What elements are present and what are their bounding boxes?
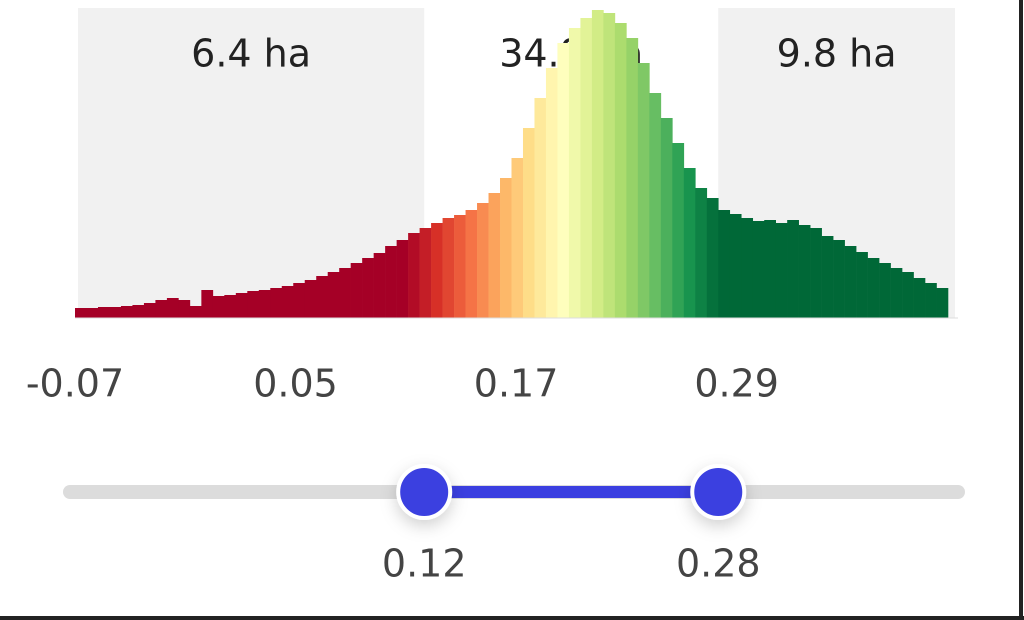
histogram-bar — [339, 268, 351, 318]
histogram-bar — [879, 263, 891, 318]
slider-handle[interactable] — [690, 464, 747, 520]
histogram-bar — [833, 240, 845, 318]
histogram-bar — [545, 68, 558, 318]
histogram-bar — [442, 218, 455, 318]
x-tick-label: -0.07 — [26, 362, 124, 406]
histogram-bar — [936, 288, 949, 318]
histogram-bar — [431, 223, 443, 318]
histogram-bar — [534, 98, 547, 318]
histogram-bar — [143, 303, 156, 318]
histogram-bar — [304, 280, 317, 318]
histogram-bar — [316, 276, 329, 318]
histogram-bar — [925, 283, 937, 318]
histogram-bar — [511, 158, 524, 318]
histogram-bar — [477, 203, 489, 318]
histogram-bar — [626, 38, 639, 318]
histogram-bar — [614, 23, 627, 318]
histogram-bar — [637, 63, 650, 318]
histogram-bar — [178, 300, 191, 318]
histogram-bar — [189, 306, 202, 318]
histogram-bar — [787, 220, 799, 318]
histogram-bar — [454, 215, 466, 318]
histogram-bar — [913, 278, 926, 318]
histogram-bar — [741, 218, 754, 318]
histogram-bar — [603, 13, 616, 318]
histogram-bar — [718, 210, 731, 318]
histogram-bar — [235, 293, 248, 318]
slider-handle[interactable] — [396, 464, 453, 520]
histogram-bar — [247, 291, 260, 318]
histogram-bar — [706, 198, 719, 318]
histogram-bar — [293, 283, 306, 318]
histogram-bar — [120, 306, 133, 318]
histogram-bar — [764, 220, 776, 318]
histogram-bar — [465, 210, 478, 318]
histogram-bar — [281, 286, 294, 318]
histogram-bar — [729, 214, 742, 318]
histogram-bar — [557, 43, 570, 318]
histogram-bar — [867, 258, 880, 318]
histogram-bar — [752, 221, 765, 318]
histogram-bar — [856, 252, 868, 318]
histogram-bar — [522, 128, 535, 318]
histogram-bar — [166, 298, 179, 318]
histogram-bar — [649, 93, 662, 318]
histogram-bar — [75, 308, 87, 318]
x-tick-label: 0.17 — [474, 362, 559, 406]
histogram-bar — [591, 10, 604, 318]
histogram-bar — [568, 28, 581, 318]
histogram-bar — [821, 236, 834, 318]
histogram-bar — [270, 288, 283, 318]
histogram-bar — [810, 228, 822, 318]
histogram-bar — [660, 118, 673, 318]
x-tick-label: 0.05 — [253, 362, 338, 406]
histogram-bar — [350, 263, 363, 318]
histogram-bar — [86, 308, 99, 318]
histogram-bar — [132, 305, 145, 318]
histogram-bar — [327, 272, 340, 318]
histogram-bar — [488, 193, 501, 318]
histogram-bar — [500, 178, 512, 318]
histogram-bar — [844, 246, 857, 318]
histogram-bar — [408, 233, 420, 318]
histogram-bar — [385, 246, 397, 318]
histogram-bar — [890, 268, 903, 318]
region-area-label: 9.8 ha — [777, 32, 897, 76]
histogram-bar — [396, 240, 409, 318]
histogram-bar — [212, 296, 225, 318]
histogram-bar — [109, 307, 122, 318]
histogram-bar — [97, 307, 110, 318]
histogram-bar — [224, 295, 237, 318]
histogram-bar — [775, 223, 788, 318]
histogram-bar — [258, 290, 271, 318]
histogram-bar — [373, 253, 386, 318]
x-tick-label: 0.29 — [694, 362, 779, 406]
histogram-bar — [155, 300, 168, 318]
histogram-bar — [683, 168, 696, 318]
histogram-bar — [798, 225, 811, 318]
histogram-bar — [201, 290, 214, 318]
histogram-bar — [419, 228, 432, 318]
histogram-bar — [902, 272, 914, 318]
histogram-bar — [580, 18, 593, 318]
region-area-label: 6.4 ha — [191, 32, 311, 76]
slider-value-label: 0.28 — [676, 542, 761, 586]
histogram-bar — [362, 258, 374, 318]
histogram-bar — [672, 143, 685, 318]
slider-value-label: 0.12 — [382, 542, 467, 586]
histogram-bar — [695, 188, 708, 318]
